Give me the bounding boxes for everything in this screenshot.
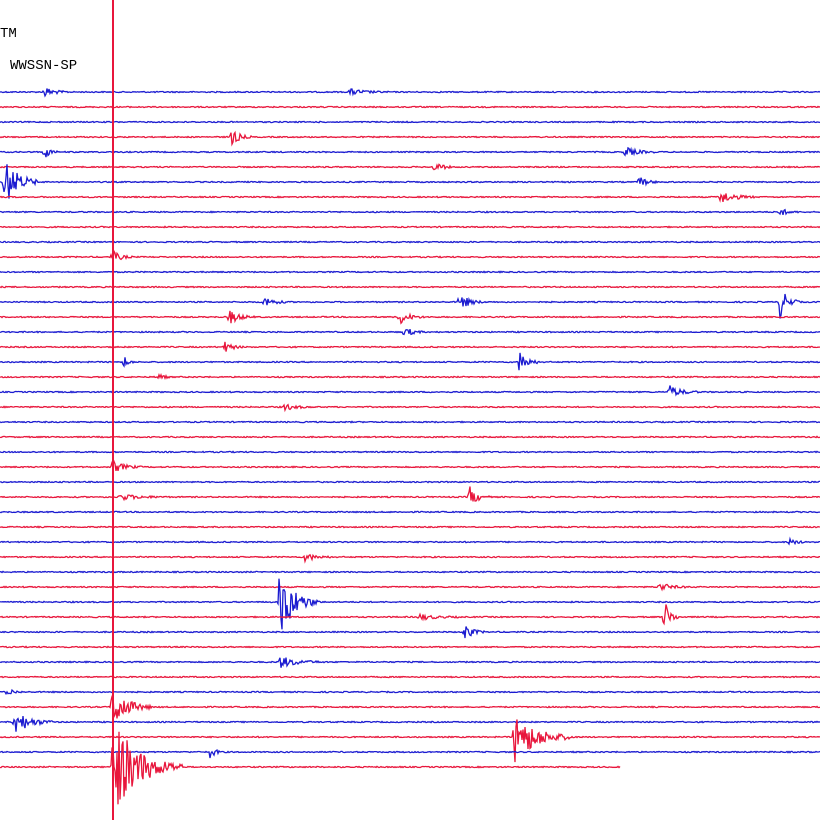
trace [0, 460, 820, 472]
trace [0, 208, 820, 216]
trace [0, 341, 820, 352]
trace [0, 645, 820, 649]
trace [0, 420, 820, 424]
trace [0, 553, 820, 564]
trace [0, 193, 820, 203]
trace [0, 688, 820, 696]
trace [0, 403, 820, 413]
trace [0, 146, 820, 158]
trace [0, 240, 820, 244]
trace [0, 716, 820, 732]
trace [0, 285, 820, 289]
trace [0, 731, 621, 805]
trace [0, 719, 820, 763]
trace [0, 435, 820, 439]
trace [0, 328, 820, 336]
trace [0, 105, 820, 109]
traces [0, 88, 820, 805]
trace [0, 578, 820, 630]
trace [0, 372, 820, 380]
trace [0, 385, 820, 397]
trace [0, 450, 820, 454]
trace [0, 88, 820, 98]
trace [0, 749, 820, 759]
trace [0, 693, 820, 720]
trace [0, 604, 820, 626]
trace [0, 480, 820, 484]
instrument-label: WWSSN-SP [10, 58, 77, 74]
trace [0, 270, 820, 274]
trace [0, 163, 820, 171]
trace [0, 657, 820, 668]
trace [0, 525, 820, 529]
trace [0, 120, 820, 124]
trace [0, 310, 820, 325]
trace [0, 249, 820, 261]
trace [0, 570, 820, 574]
trace [0, 486, 820, 502]
trace [0, 675, 820, 679]
trace [0, 510, 820, 514]
trace [0, 130, 820, 147]
trace [0, 583, 820, 592]
trace [0, 225, 820, 229]
station-label: TM [0, 26, 17, 42]
trace [0, 293, 820, 319]
trace [0, 352, 820, 371]
trace [0, 626, 820, 639]
trace [0, 536, 820, 546]
trace [0, 164, 820, 199]
